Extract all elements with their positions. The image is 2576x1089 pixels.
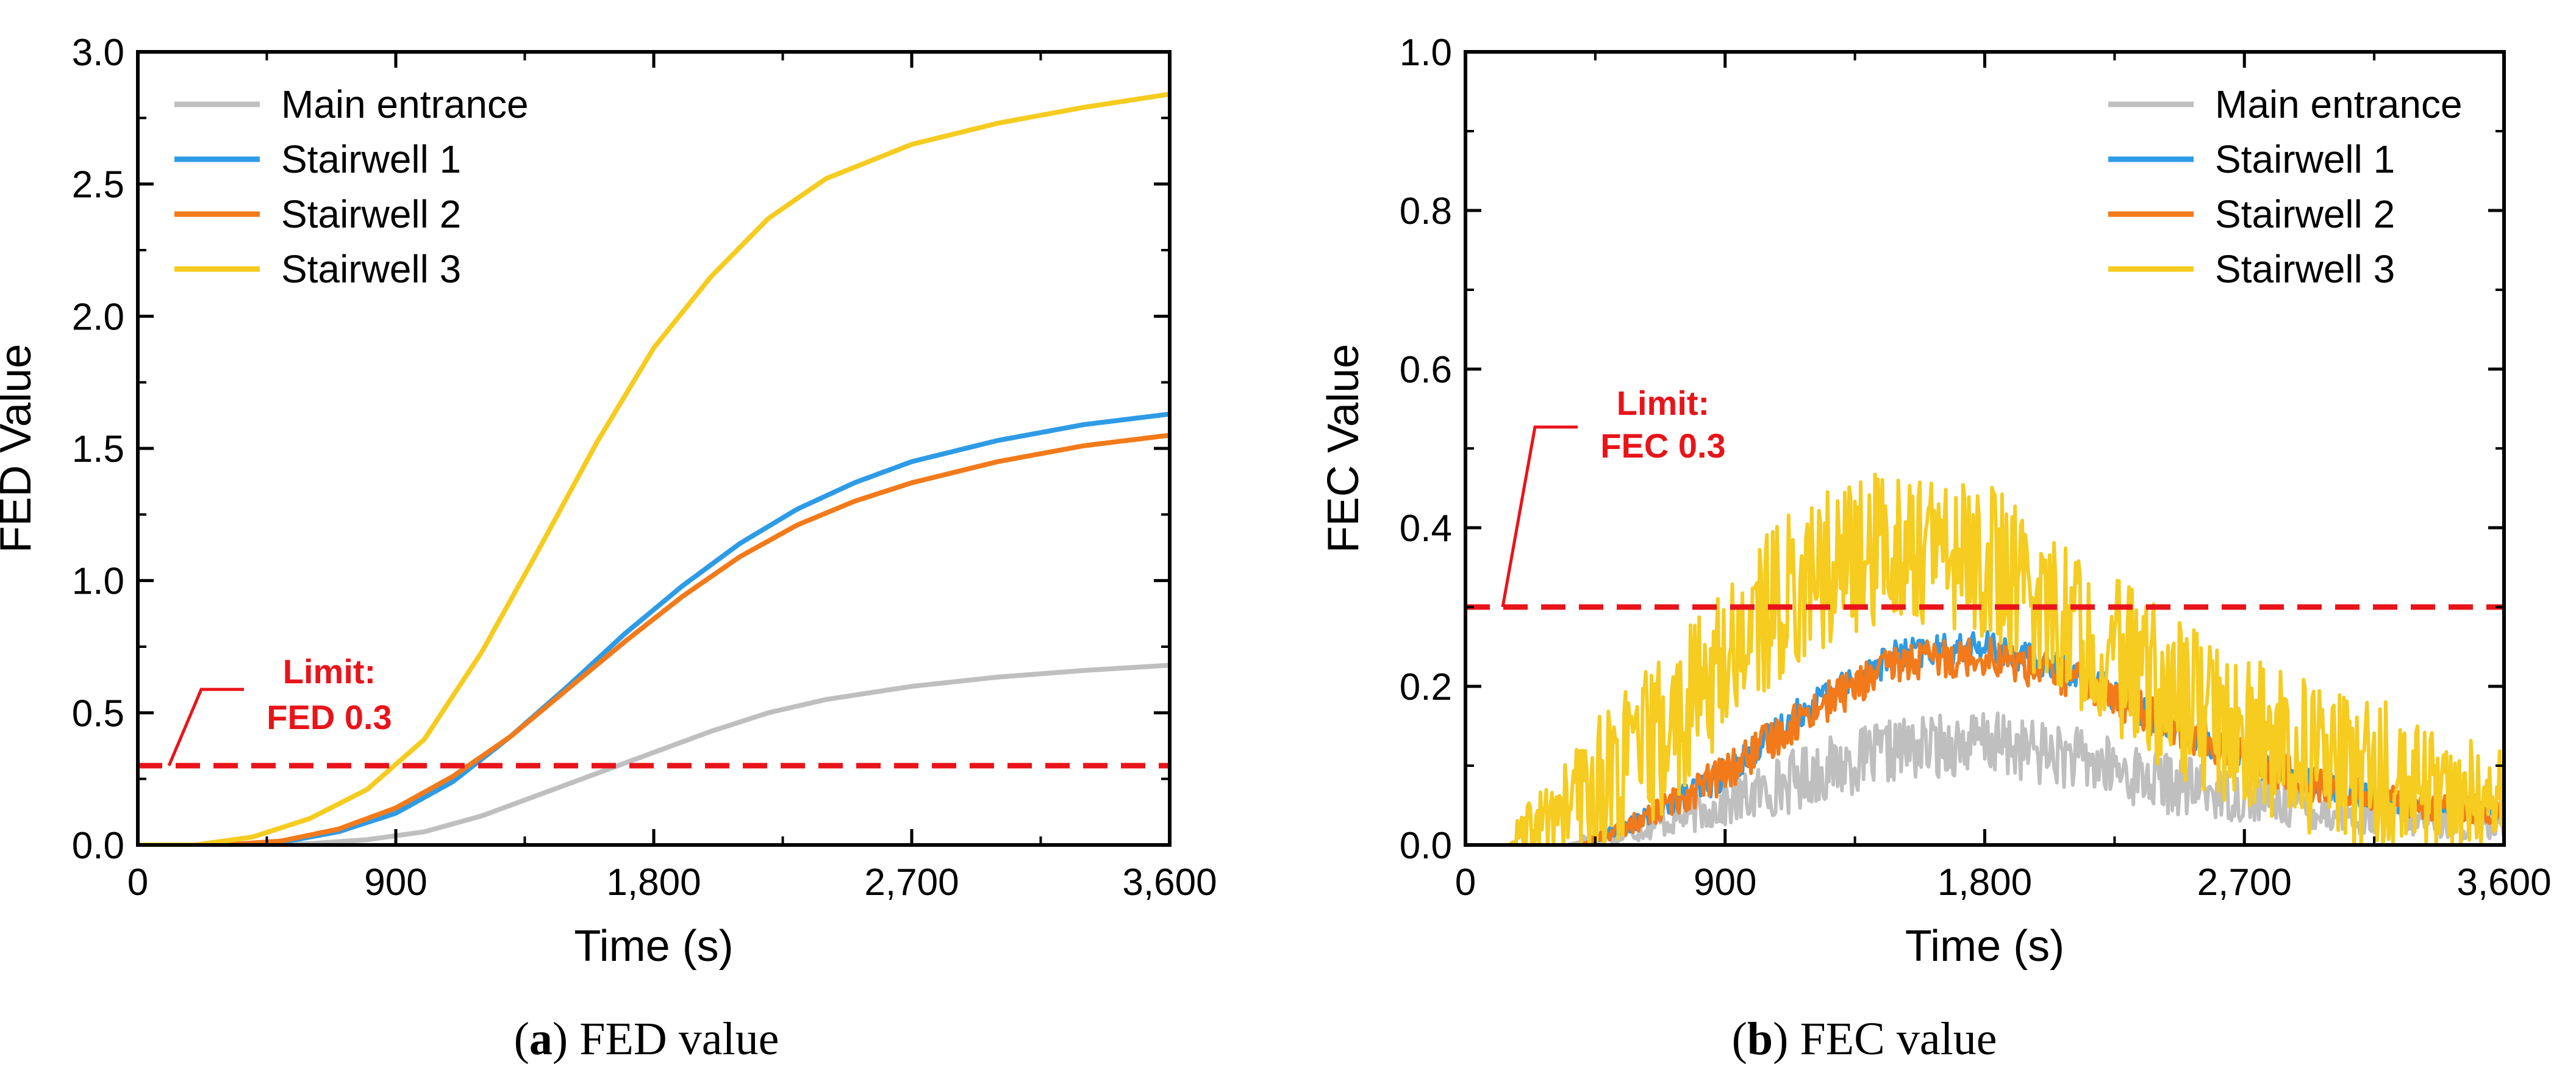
- series-line: [138, 411, 1170, 845]
- series-line: [1465, 472, 2504, 845]
- y-axis-label: FED Value: [0, 344, 40, 553]
- y-axis-label: FEC Value: [1319, 344, 1368, 553]
- caption-letter: b: [1747, 1013, 1773, 1065]
- legend-label: Stairwell 1: [281, 137, 461, 181]
- y-tick-label: 0.6: [1400, 349, 1452, 391]
- y-tick-label: 3.0: [72, 32, 124, 74]
- y-tick-label: 1.0: [1400, 32, 1452, 74]
- x-tick-label: 3,600: [1122, 861, 1217, 904]
- limit-label: Limit:: [283, 652, 376, 691]
- chart-panel-a: Limit: FED 0.3 0 900 1,800 2,700 3,600 0.0 0.5 1.…: [0, 32, 1217, 1065]
- fec-chart: Limit: FEC 0.3 0 900 1,800 2,700 3,600 0.0 0.2 0.…: [1319, 32, 2552, 971]
- legend-label: Main entrance: [281, 82, 529, 126]
- legend-label: Main entrance: [2215, 82, 2463, 126]
- caption-a: (a) FED value: [513, 1013, 779, 1065]
- chart-panel-b: Limit: FEC 0.3 0 900 1,800 2,700 3,600 0.0 0.2 0.…: [1288, 0, 2576, 1089]
- legend-label: Stairwell 2: [281, 192, 461, 236]
- x-tick-label: 900: [1694, 861, 1756, 904]
- y-tick-label: 2.5: [72, 164, 124, 206]
- limit-label: FED 0.3: [267, 698, 392, 736]
- limit-callout-line: [167, 688, 244, 766]
- x-tick-label: 3,600: [2456, 861, 2551, 904]
- legend-label: Stairwell 3: [2215, 247, 2395, 291]
- x-axis-label: Time (s): [1905, 922, 2064, 971]
- series-line: [138, 433, 1170, 845]
- series-line: [138, 663, 1170, 845]
- y-tick-label: 0.0: [72, 825, 124, 867]
- y-tick-label: 0.0: [1400, 825, 1452, 867]
- x-tick-label: 1,800: [1937, 861, 2032, 904]
- legend-label: Stairwell 3: [281, 247, 461, 291]
- y-tick-label: 0.5: [72, 692, 124, 735]
- x-tick-label: 2,700: [2197, 861, 2292, 904]
- series-line: [1465, 711, 2504, 845]
- caption-text: FEC value: [1800, 1013, 1997, 1065]
- legend-label: Stairwell 2: [2215, 192, 2395, 236]
- y-tick-label: 0.8: [1400, 190, 1452, 232]
- limit-callout-line: [1501, 425, 1578, 608]
- y-tick-label: 2.0: [72, 296, 124, 338]
- y-tick-label: 0.2: [1400, 666, 1452, 708]
- limit-label: FEC 0.3: [1600, 426, 1725, 465]
- x-tick-label: 900: [364, 861, 427, 904]
- caption-b: (b) FEC value: [1731, 1013, 1997, 1065]
- y-tick-label: 1.5: [72, 428, 124, 470]
- y-tick-label: 1.0: [72, 561, 124, 603]
- x-tick-label: 0: [1455, 861, 1476, 904]
- caption-text: FED value: [579, 1013, 779, 1065]
- legend-label: Stairwell 1: [2215, 137, 2395, 181]
- y-tick-label: 0.4: [1400, 508, 1452, 550]
- x-axis-label: Time (s): [574, 922, 733, 971]
- limit-label: Limit:: [1617, 384, 1709, 422]
- fed-chart: Limit: FED 0.3 0 900 1,800 2,700 3,600 0.0 0.5 1.…: [0, 32, 1217, 971]
- series-line: [138, 92, 1170, 845]
- plot-area: [1465, 472, 2504, 845]
- x-tick-label: 0: [127, 861, 148, 904]
- plot-area: [138, 92, 1170, 845]
- caption-letter: a: [529, 1013, 553, 1065]
- x-tick-label: 2,700: [864, 861, 959, 904]
- x-tick-label: 1,800: [606, 861, 701, 904]
